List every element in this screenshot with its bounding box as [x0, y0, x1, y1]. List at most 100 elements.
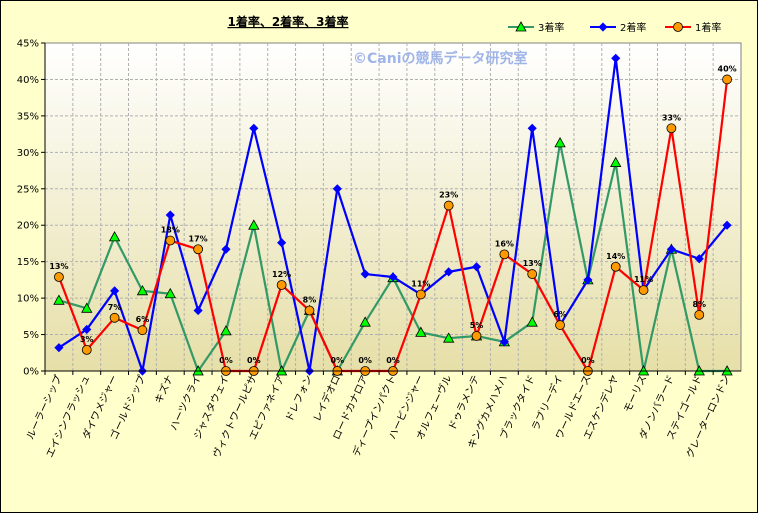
data-point-circle [443, 200, 454, 211]
data-point-circle [193, 244, 204, 255]
data-label: 13% [49, 262, 68, 271]
data-point-diamond [583, 275, 593, 285]
data-label: 0% [247, 356, 261, 365]
data-point-diamond [722, 220, 732, 230]
data-point-circle [722, 74, 732, 85]
data-label: 6% [553, 310, 567, 319]
data-point-diamond [277, 238, 287, 248]
data-point-diamond [444, 267, 454, 277]
data-point-triangle [53, 294, 65, 305]
data-point-circle [673, 22, 683, 32]
data-point-circle [81, 344, 92, 355]
data-point-diamond [388, 272, 398, 282]
data-label: 8% [692, 300, 706, 309]
data-point-diamond [471, 262, 482, 272]
legend-entry: 3着率 [538, 21, 564, 34]
data-point-triangle [359, 316, 371, 327]
y-tick-label: 40% [17, 75, 39, 86]
legend-entry: 1着率 [695, 21, 721, 34]
data-point-triangle [108, 231, 121, 242]
data-point-triangle [248, 219, 260, 230]
data-point-circle [610, 261, 621, 272]
data-label: 14% [606, 252, 625, 261]
data-point-diamond [193, 305, 203, 316]
x-category-label: レイデオロ [310, 373, 343, 424]
data-label: 18% [161, 226, 180, 235]
y-tick-label: 45% [17, 39, 39, 50]
data-point-diamond [499, 337, 509, 347]
series-group: 13% 3% 7% 6% 18% 17% 0% 0% 12% 8% 0% 0% 0% 11% 23% 5% 16… [49, 64, 737, 376]
data-label: 0% [331, 356, 345, 365]
data-point-diamond [360, 269, 370, 279]
data-point-circle [471, 331, 482, 341]
y-tick-label: 20% [17, 221, 39, 232]
data-point-triangle [443, 332, 455, 343]
data-point-triangle [415, 326, 427, 337]
y-tick-label: 15% [17, 257, 39, 268]
y-tick-label: 35% [17, 111, 39, 122]
data-label: 6% [136, 315, 150, 324]
data-point-circle [666, 123, 677, 134]
data-label: 0% [358, 356, 372, 365]
data-label: 11% [634, 275, 653, 284]
data-point-circle [54, 272, 64, 282]
data-label: 33% [662, 113, 681, 122]
data-label: 5% [470, 321, 484, 330]
data-label: 3% [80, 335, 94, 344]
data-point-diamond [332, 184, 342, 194]
x-category-label: ドレフォン [284, 374, 315, 424]
data-label: 40% [718, 64, 737, 73]
data-point-diamond [82, 324, 92, 335]
data-point-diamond [611, 53, 621, 63]
x-category-label: モーリス [622, 374, 649, 415]
data-point-diamond [694, 254, 704, 264]
data-point-circle [694, 309, 705, 320]
y-tick-label: 0% [23, 367, 39, 378]
data-point-diamond [165, 210, 175, 220]
data-point-triangle [81, 302, 93, 313]
data-label: 0% [581, 356, 595, 365]
data-point-circle [304, 305, 315, 316]
data-point-diamond [598, 22, 608, 32]
watermark: ©Caniの競馬データ研究室 [353, 50, 528, 67]
data-label: 8% [303, 296, 317, 305]
chart-title: 1着率、2着率、3着率 [227, 14, 348, 29]
data-point-circle [137, 325, 148, 336]
data-point-triangle [136, 284, 149, 296]
y-tick-label: 25% [17, 184, 39, 195]
data-label: 11% [411, 279, 430, 288]
plot-area [44, 42, 742, 372]
data-point-diamond [110, 286, 120, 296]
data-point-circle [276, 280, 287, 290]
data-point-triangle [610, 156, 622, 167]
data-label: 23% [439, 191, 458, 200]
y-tick-label: 10% [17, 294, 39, 305]
data-label: 0% [219, 356, 233, 365]
data-point-diamond [221, 244, 231, 254]
data-point-circle [165, 235, 176, 246]
data-point-triangle [515, 21, 527, 32]
data-label: 17% [189, 234, 208, 243]
data-point-diamond [527, 123, 537, 133]
data-point-triangle [164, 287, 176, 299]
data-point-triangle [554, 137, 566, 148]
data-point-diamond [249, 123, 259, 133]
data-point-circle [527, 269, 538, 279]
data-label: 7% [108, 303, 122, 312]
data-point-triangle [220, 325, 232, 336]
data-point-circle [638, 285, 649, 295]
data-label: 12% [272, 270, 291, 279]
y-tick-label: 30% [17, 148, 39, 159]
data-point-circle [109, 312, 120, 323]
data-label: 13% [523, 259, 542, 268]
data-point-diamond [54, 343, 64, 353]
data-point-circle [555, 320, 565, 330]
data-label: 16% [495, 239, 514, 248]
data-point-circle [499, 249, 510, 260]
series-group [54, 53, 732, 376]
data-point-diamond [666, 244, 676, 254]
data-point-circle [415, 289, 426, 300]
legend-entry: 2着率 [620, 21, 646, 34]
data-point-triangle [526, 316, 538, 327]
